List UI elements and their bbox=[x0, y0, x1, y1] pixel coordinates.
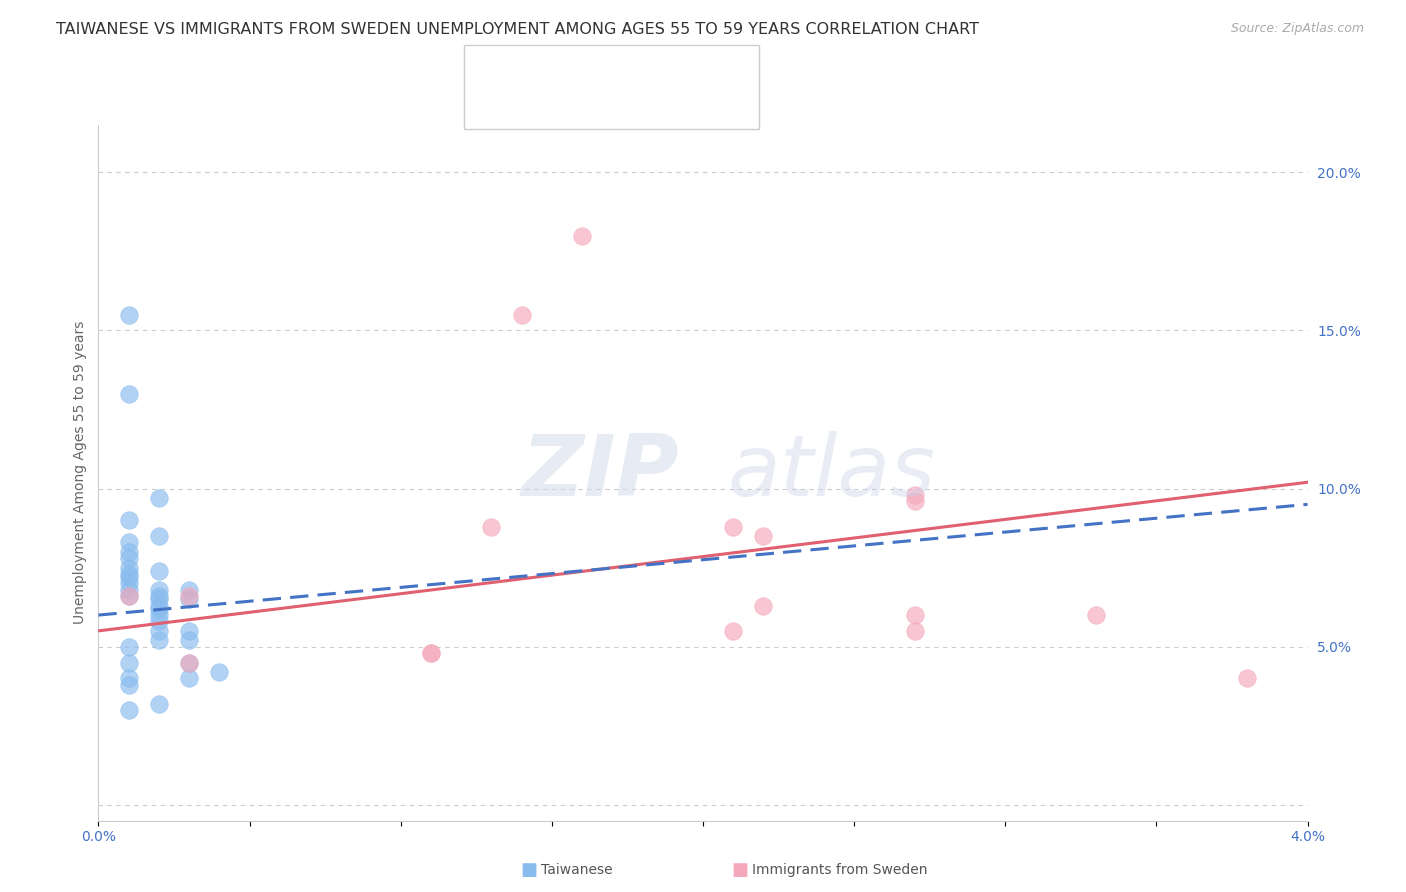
Point bbox=[118, 678, 141, 692]
Point bbox=[179, 589, 201, 603]
Point bbox=[904, 608, 927, 623]
Text: ■: ■ bbox=[731, 861, 748, 879]
Point bbox=[118, 560, 141, 574]
Text: 0.321: 0.321 bbox=[546, 103, 589, 119]
Text: ■: ■ bbox=[481, 102, 498, 120]
Point bbox=[118, 576, 141, 591]
Text: N =: N = bbox=[596, 61, 640, 76]
Text: ZIP: ZIP bbox=[522, 431, 679, 515]
Point bbox=[118, 582, 141, 597]
Point bbox=[1085, 608, 1108, 623]
Point bbox=[148, 599, 170, 613]
Text: R =: R = bbox=[506, 103, 540, 119]
Point bbox=[118, 589, 141, 603]
Text: ■: ■ bbox=[481, 60, 498, 78]
Point bbox=[118, 570, 141, 584]
Point bbox=[118, 308, 141, 322]
Point bbox=[148, 697, 170, 711]
Point bbox=[904, 494, 927, 508]
Point bbox=[510, 308, 533, 322]
Point bbox=[179, 582, 201, 597]
Point bbox=[904, 488, 927, 502]
Point bbox=[179, 633, 201, 648]
Point bbox=[752, 529, 775, 543]
Text: 0.128: 0.128 bbox=[546, 61, 589, 76]
Point bbox=[481, 519, 503, 533]
Point bbox=[723, 519, 745, 533]
Point bbox=[118, 640, 141, 654]
Text: ■: ■ bbox=[520, 861, 537, 879]
Point bbox=[118, 703, 141, 717]
Text: N =: N = bbox=[596, 103, 640, 119]
Text: Taiwanese: Taiwanese bbox=[541, 863, 613, 877]
Point bbox=[179, 671, 201, 685]
Point bbox=[420, 646, 443, 660]
Point bbox=[118, 545, 141, 559]
Point bbox=[420, 646, 443, 660]
Y-axis label: Unemployment Among Ages 55 to 59 years: Unemployment Among Ages 55 to 59 years bbox=[73, 321, 87, 624]
Text: TAIWANESE VS IMMIGRANTS FROM SWEDEN UNEMPLOYMENT AMONG AGES 55 TO 59 YEARS CORRE: TAIWANESE VS IMMIGRANTS FROM SWEDEN UNEM… bbox=[56, 22, 979, 37]
Text: atlas: atlas bbox=[727, 431, 935, 515]
Point bbox=[752, 599, 775, 613]
Point bbox=[118, 551, 141, 566]
Point bbox=[148, 589, 170, 603]
Point bbox=[148, 491, 170, 505]
Point bbox=[148, 608, 170, 623]
Point bbox=[118, 671, 141, 685]
Point bbox=[118, 656, 141, 670]
Point bbox=[904, 624, 927, 638]
Text: Immigrants from Sweden: Immigrants from Sweden bbox=[752, 863, 928, 877]
Text: 18: 18 bbox=[634, 103, 655, 119]
Point bbox=[1236, 671, 1258, 685]
Text: Source: ZipAtlas.com: Source: ZipAtlas.com bbox=[1230, 22, 1364, 36]
Point bbox=[118, 513, 141, 527]
Point bbox=[118, 566, 141, 581]
Point bbox=[179, 624, 201, 638]
Point bbox=[179, 592, 201, 607]
Text: R =: R = bbox=[506, 61, 540, 76]
Point bbox=[148, 633, 170, 648]
Point bbox=[179, 656, 201, 670]
Point bbox=[118, 386, 141, 401]
Text: 37: 37 bbox=[634, 61, 655, 76]
Point bbox=[148, 624, 170, 638]
Point bbox=[118, 589, 141, 603]
Point bbox=[723, 624, 745, 638]
Point bbox=[208, 665, 231, 679]
Point bbox=[148, 601, 170, 615]
Point bbox=[571, 228, 593, 243]
Point bbox=[148, 615, 170, 629]
Point bbox=[148, 592, 170, 607]
Point bbox=[148, 529, 170, 543]
Point bbox=[179, 656, 201, 670]
Point bbox=[148, 564, 170, 578]
Point bbox=[148, 582, 170, 597]
Point bbox=[118, 535, 141, 549]
